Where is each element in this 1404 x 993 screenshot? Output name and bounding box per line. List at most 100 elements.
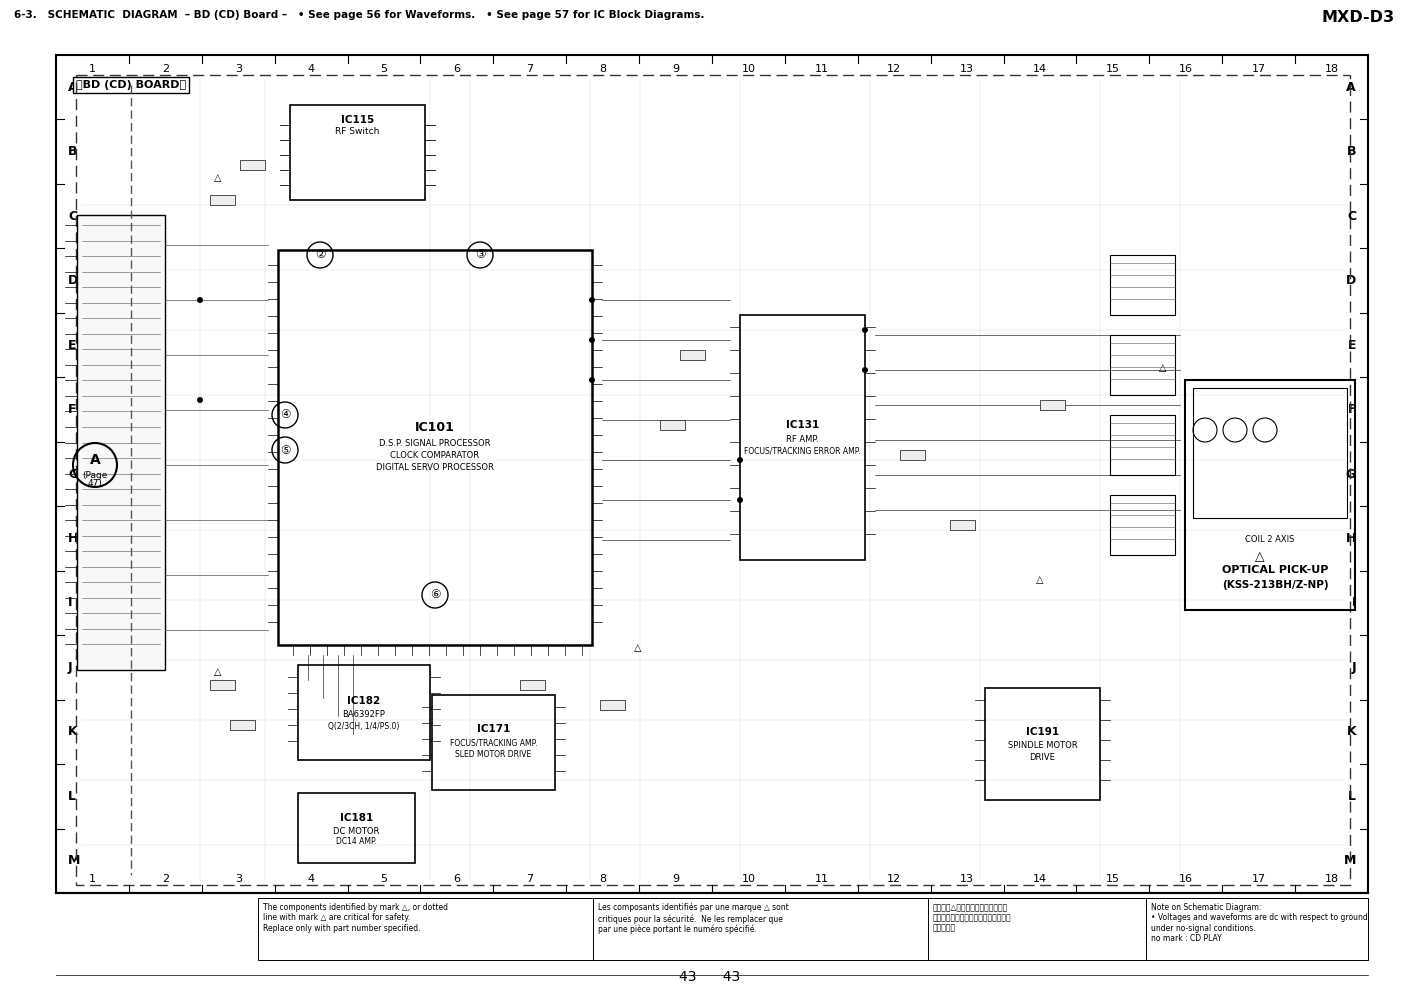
Text: FOCUS/TRACKING AMP.: FOCUS/TRACKING AMP. bbox=[449, 738, 538, 747]
Text: 1: 1 bbox=[88, 874, 95, 884]
Text: 2: 2 bbox=[161, 64, 168, 74]
Text: 4: 4 bbox=[307, 64, 314, 74]
Bar bbox=[592, 898, 928, 960]
Bar bbox=[240, 160, 265, 170]
Text: 7: 7 bbox=[526, 64, 534, 74]
Text: △: △ bbox=[635, 643, 642, 653]
Text: ④: ④ bbox=[279, 408, 291, 421]
Text: CLOCK COMPARATOR: CLOCK COMPARATOR bbox=[390, 451, 480, 460]
Text: 6-3.   SCHEMATIC  DIAGRAM  – BD (CD) Board –   • See page 56 for Waveforms.   • : 6-3. SCHEMATIC DIAGRAM – BD (CD) Board –… bbox=[14, 10, 705, 20]
Bar bbox=[77, 215, 166, 670]
Text: 17: 17 bbox=[1251, 64, 1266, 74]
Text: 16: 16 bbox=[1179, 64, 1193, 74]
Bar bbox=[1185, 380, 1355, 610]
Text: 5: 5 bbox=[380, 874, 388, 884]
Text: B: B bbox=[67, 145, 77, 158]
Text: E: E bbox=[1348, 339, 1356, 352]
Text: 》BD (CD) BOARD《: 》BD (CD) BOARD《 bbox=[76, 80, 187, 90]
Text: A: A bbox=[67, 80, 77, 93]
Text: A: A bbox=[1346, 80, 1356, 93]
Text: SLED MOTOR DRIVE: SLED MOTOR DRIVE bbox=[455, 750, 532, 759]
Text: 4: 4 bbox=[307, 874, 314, 884]
Circle shape bbox=[590, 297, 595, 303]
Text: IC101: IC101 bbox=[416, 421, 455, 434]
Text: Les composants identifiés par une marque △ sont
critiques pour la sécurité.  Ne : Les composants identifiés par une marque… bbox=[598, 903, 789, 934]
Circle shape bbox=[737, 497, 743, 503]
Text: ③: ③ bbox=[475, 248, 486, 261]
Text: △: △ bbox=[1255, 550, 1265, 563]
Circle shape bbox=[862, 327, 868, 333]
Bar bbox=[1193, 388, 1346, 518]
Bar bbox=[298, 793, 416, 863]
Bar bbox=[1111, 255, 1175, 315]
Circle shape bbox=[590, 377, 595, 383]
Text: 47): 47) bbox=[87, 479, 102, 488]
Text: K: K bbox=[1346, 725, 1356, 739]
Bar bbox=[900, 450, 925, 460]
Text: 6: 6 bbox=[453, 874, 461, 884]
Text: 1: 1 bbox=[88, 64, 95, 74]
Text: FOCUS/TRACKING ERROR AMP.: FOCUS/TRACKING ERROR AMP. bbox=[744, 447, 861, 456]
Text: D: D bbox=[1346, 274, 1356, 287]
Bar bbox=[1146, 898, 1367, 960]
Text: 8: 8 bbox=[600, 64, 607, 74]
Text: ②: ② bbox=[314, 248, 326, 261]
Bar bbox=[211, 680, 234, 690]
Bar bbox=[76, 75, 1351, 885]
Text: 17: 17 bbox=[1251, 874, 1266, 884]
Text: E: E bbox=[67, 339, 76, 352]
Text: 7: 7 bbox=[526, 874, 534, 884]
Text: RF AMP.: RF AMP. bbox=[786, 435, 819, 444]
Text: B: B bbox=[1346, 145, 1356, 158]
Text: M: M bbox=[1344, 854, 1356, 867]
Text: △: △ bbox=[1160, 363, 1167, 373]
Text: DRIVE: DRIVE bbox=[1029, 754, 1056, 763]
Bar bbox=[519, 680, 545, 690]
Text: △: △ bbox=[215, 667, 222, 677]
Text: 9: 9 bbox=[673, 64, 680, 74]
Text: 3: 3 bbox=[234, 874, 241, 884]
Text: △: △ bbox=[215, 173, 222, 183]
Text: 14: 14 bbox=[1033, 874, 1047, 884]
Text: Note on Schematic Diagram:
• Voltages and waveforms are dc with respect to groun: Note on Schematic Diagram: • Voltages an… bbox=[1151, 903, 1367, 943]
Text: 10: 10 bbox=[741, 64, 755, 74]
Text: RF Switch: RF Switch bbox=[336, 127, 379, 136]
Bar bbox=[211, 195, 234, 205]
Circle shape bbox=[737, 457, 743, 463]
Bar bbox=[660, 420, 685, 430]
Text: OPTICAL PICK-UP: OPTICAL PICK-UP bbox=[1221, 565, 1328, 575]
Text: I: I bbox=[67, 597, 73, 610]
Text: 15: 15 bbox=[1106, 874, 1120, 884]
Text: 8: 8 bbox=[600, 874, 607, 884]
Circle shape bbox=[197, 397, 204, 403]
Text: D: D bbox=[67, 274, 79, 287]
Text: D.S.P. SIGNAL PROCESSOR: D.S.P. SIGNAL PROCESSOR bbox=[379, 439, 491, 448]
Text: IC171: IC171 bbox=[477, 724, 510, 734]
Text: 5: 5 bbox=[380, 64, 388, 74]
Text: 6: 6 bbox=[453, 64, 461, 74]
Bar bbox=[600, 700, 625, 710]
Text: IC191: IC191 bbox=[1026, 727, 1059, 737]
Text: K: K bbox=[67, 725, 77, 739]
Text: 10: 10 bbox=[741, 874, 755, 884]
Text: IC131: IC131 bbox=[786, 420, 819, 431]
Text: F: F bbox=[67, 403, 76, 416]
Text: (Page: (Page bbox=[83, 471, 108, 480]
Text: G: G bbox=[1346, 468, 1356, 481]
Text: H: H bbox=[1345, 532, 1356, 545]
Text: 3: 3 bbox=[234, 64, 241, 74]
Text: 以同图和△标志来识别的零部在安全
方面具有关键性。因此只能用指定的零
件来更换。: 以同图和△标志来识别的零部在安全 方面具有关键性。因此只能用指定的零 件来更换。 bbox=[934, 903, 1012, 932]
Text: J: J bbox=[1352, 661, 1356, 674]
Text: 12: 12 bbox=[887, 874, 901, 884]
Text: 13: 13 bbox=[960, 874, 974, 884]
Text: (KSS-213BH/Z-NP): (KSS-213BH/Z-NP) bbox=[1221, 580, 1328, 590]
Text: COIL 2 AXIS: COIL 2 AXIS bbox=[1245, 535, 1294, 544]
Bar bbox=[928, 898, 1146, 960]
Circle shape bbox=[197, 297, 204, 303]
Text: 12: 12 bbox=[887, 64, 901, 74]
Text: 2: 2 bbox=[161, 874, 168, 884]
Bar bbox=[1111, 415, 1175, 475]
Text: 11: 11 bbox=[814, 64, 828, 74]
Bar bbox=[951, 520, 974, 530]
Text: ⑤: ⑤ bbox=[279, 444, 291, 457]
